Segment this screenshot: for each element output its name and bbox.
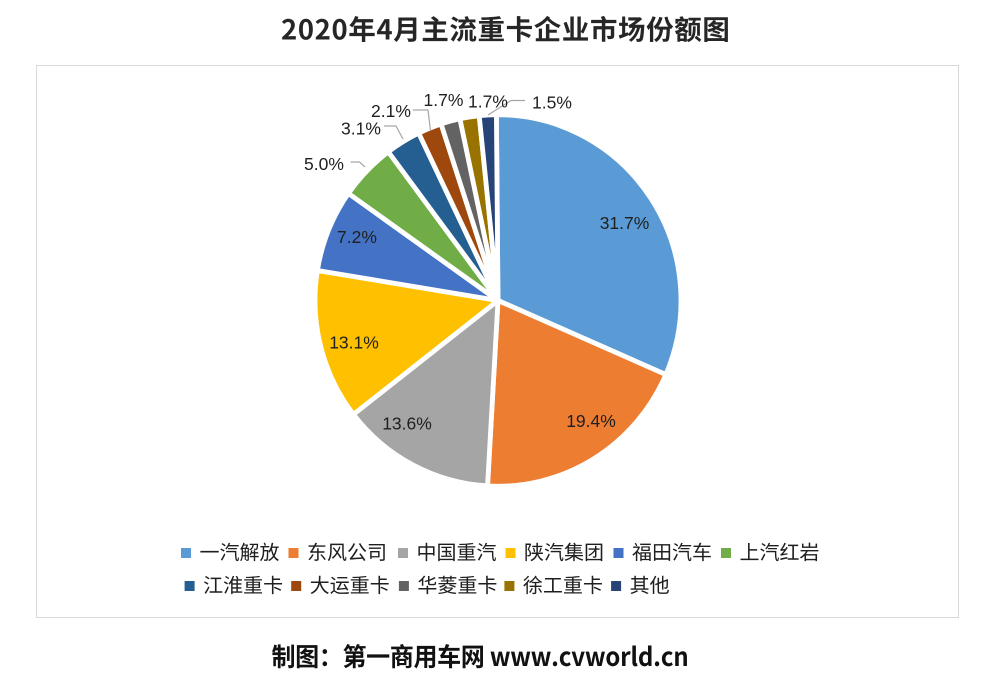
- svg-text:1.7%: 1.7%: [468, 91, 508, 111]
- svg-text:13.6%: 13.6%: [382, 413, 432, 433]
- svg-text:3.1%: 3.1%: [341, 118, 381, 138]
- svg-text:5.0%: 5.0%: [304, 154, 344, 174]
- svg-text:2.1%: 2.1%: [371, 101, 411, 121]
- svg-text:1.5%: 1.5%: [532, 92, 572, 112]
- svg-text:31.7%: 31.7%: [600, 213, 650, 233]
- svg-text:13.1%: 13.1%: [329, 332, 379, 352]
- svg-text:19.4%: 19.4%: [566, 411, 616, 431]
- svg-text:7.2%: 7.2%: [337, 227, 377, 247]
- svg-text:1.7%: 1.7%: [424, 90, 464, 110]
